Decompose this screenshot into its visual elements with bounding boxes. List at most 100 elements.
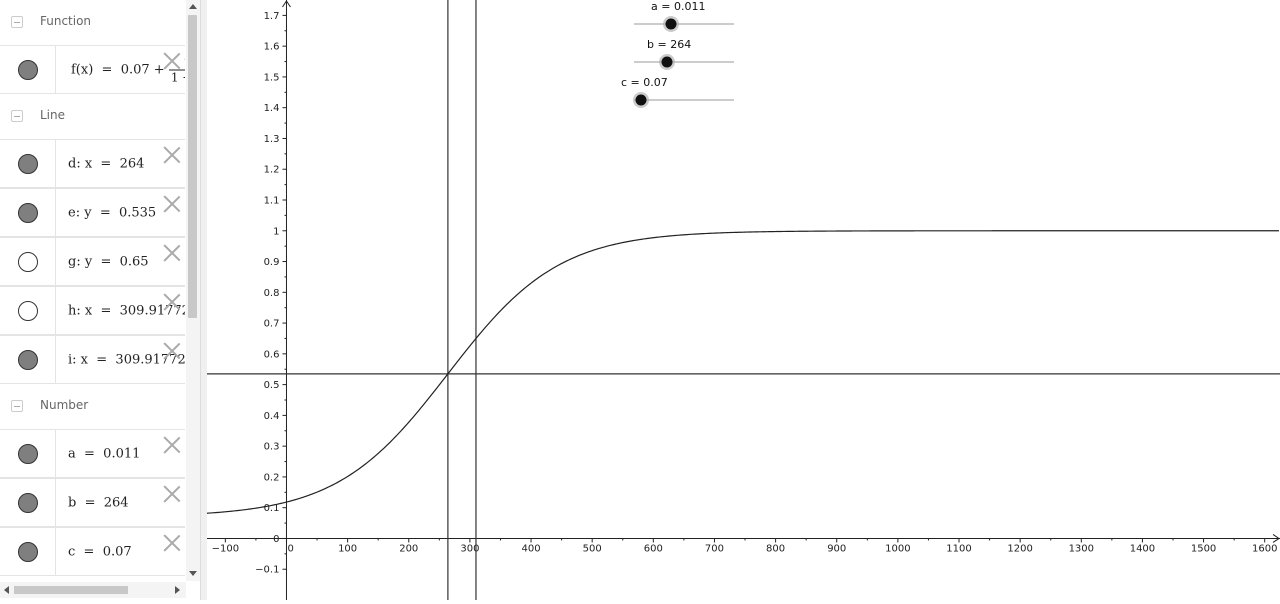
visibility-toggle-icon[interactable] [18,202,38,223]
visibility-toggle-icon[interactable] [18,443,38,464]
group-header-line[interactable]: Line [0,94,185,139]
algebra-item[interactable]: g: y = 0.65 [0,237,185,286]
slider-knob[interactable] [661,56,673,68]
y-tick-label: 0.9 [264,257,280,268]
group-header-function[interactable]: Function [0,0,185,45]
scroll-left-icon[interactable] [4,586,9,594]
algebra-item-definition[interactable]: a = 0.011 [68,446,140,461]
definition-text: c = 0.07 [68,544,132,559]
y-tick-label: 0.4 [264,411,280,422]
algebra-item[interactable]: h: x = 309.91772 [0,286,185,335]
y-tick-label: 0.8 [264,288,280,299]
slider-knob[interactable] [665,18,677,30]
visibility-toggle-icon[interactable] [18,153,38,174]
x-tick-label: 1100 [946,543,971,554]
function-curve[interactable] [206,230,1279,514]
y-tick-label: 1.7 [264,11,280,22]
group-header-number[interactable]: Number [0,384,185,429]
y-axis-arrow-icon [282,0,291,8]
delete-icon[interactable] [163,342,181,360]
y-tick-label: 1.2 [264,165,280,176]
vertical-scrollbar[interactable] [186,0,200,581]
visibility-toggle-icon[interactable] [18,59,38,80]
visibility-toggle-icon[interactable] [18,349,38,370]
slider-label: c = 0.07 [621,76,668,89]
slider-knob[interactable] [635,94,647,106]
algebra-item-definition[interactable]: b = 264 [68,495,129,510]
algebra-item[interactable]: a = 0.011 [0,429,185,478]
graphics-view[interactable]: −100 0 100 200 300 400 500 600 700 800 900 1000 1100… [206,0,1280,600]
y-tick-label: 0.6 [264,349,280,360]
x-tick-label: 1500 [1191,543,1216,554]
scroll-down-icon[interactable] [189,571,197,576]
delete-icon[interactable] [163,195,181,213]
delete-icon[interactable] [163,244,181,262]
delete-icon[interactable] [163,534,181,552]
visibility-cell [0,479,56,526]
x-tick-label: 700 [705,543,724,554]
delete-icon[interactable] [163,485,181,503]
y-tick-label: 1.3 [264,134,280,145]
x-tick-label: 600 [644,543,663,554]
algebra-view: Function f(x) = 0.07 + 11 + e Line d: x = 2… [0,0,200,600]
y-tick-label: 0.5 [264,380,280,391]
x-tick-label: 200 [399,543,418,554]
collapse-icon[interactable] [11,400,23,412]
algebra-item-definition[interactable]: d: x = 264 [68,156,144,171]
algebra-item[interactable]: f(x) = 0.07 + 11 + e [0,45,185,94]
slider-label: b = 264 [647,38,691,51]
algebra-item[interactable]: e: y = 0.535 [0,188,185,237]
visibility-cell [0,140,56,187]
x-tick-label: 1200 [1007,543,1032,554]
slider-label: a = 0.011 [651,0,705,13]
x-axis-arrow-icon [1272,534,1280,543]
y-tick-label: 0.7 [264,319,280,330]
x-tick-label: 300 [460,543,479,554]
visibility-cell [0,336,56,383]
algebra-list: Function f(x) = 0.07 + 11 + e Line d: x = 2… [0,0,185,581]
view-divider[interactable] [200,0,207,600]
y-tick-label: 0.1 [264,503,280,514]
x-tick-label: 1300 [1069,543,1094,554]
visibility-toggle-icon[interactable] [18,541,38,562]
definition-text: e: y = 0.535 [68,205,157,220]
algebra-item-definition[interactable]: g: y = 0.65 [68,254,149,269]
delete-icon[interactable] [163,52,181,70]
delete-icon[interactable] [163,146,181,164]
group-title: Number [40,398,89,412]
algebra-item-definition[interactable]: f(x) = 0.07 + 11 + e [71,55,185,84]
graphics-canvas[interactable]: −100 0 100 200 300 400 500 600 700 800 900 1000 1100… [206,0,1280,600]
x-tick-label: −100 [212,543,239,554]
algebra-item[interactable]: b = 264 [0,478,185,527]
algebra-item[interactable]: c = 0.07 [0,527,185,576]
visibility-toggle-icon[interactable] [18,492,38,513]
algebra-item[interactable]: d: x = 264 [0,139,185,188]
x-tick-label: 900 [827,543,846,554]
y-tick-label: 1.5 [264,72,280,83]
visibility-toggle-icon[interactable] [18,251,38,272]
collapse-icon[interactable] [11,16,23,28]
horizontal-scrollbar[interactable] [0,582,186,598]
vertical-scroll-thumb[interactable] [188,15,197,318]
y-tick-label: 1.4 [264,103,280,114]
scroll-up-icon[interactable] [189,4,197,9]
visibility-cell [0,238,56,285]
x-tick-label: 1400 [1130,543,1155,554]
y-tick-label: 0.3 [264,442,280,453]
scroll-right-icon[interactable] [175,586,180,594]
x-tick-label: 800 [766,543,785,554]
x-tick-label: 500 [583,543,602,554]
delete-icon[interactable] [163,436,181,454]
algebra-item[interactable]: i: x = 309.91772 [0,335,185,384]
visibility-cell [0,528,56,575]
group-title: Line [40,108,66,122]
definition-text: d: x = 264 [68,156,145,171]
y-tick-label: 1.6 [264,42,280,53]
group-title: Function [40,14,92,28]
algebra-item-definition[interactable]: c = 0.07 [68,544,132,559]
visibility-toggle-icon[interactable] [18,300,38,321]
algebra-item-definition[interactable]: e: y = 0.535 [68,205,156,220]
horizontal-scroll-thumb[interactable] [14,586,128,594]
delete-icon[interactable] [163,293,181,311]
collapse-icon[interactable] [11,110,23,122]
